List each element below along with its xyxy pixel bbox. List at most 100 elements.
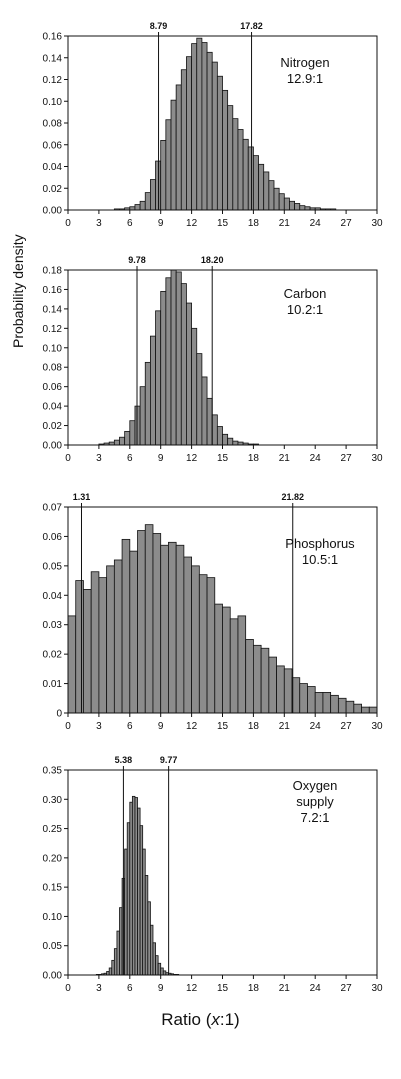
x-tick-label: 9 (158, 218, 164, 229)
x-tick-label: 15 (217, 983, 229, 994)
y-tick-label: 0.06 (43, 140, 63, 151)
interval-marker-label: 9.78 (128, 255, 146, 265)
x-tick-label: 12 (186, 453, 198, 464)
bar (121, 538, 131, 714)
bar (273, 187, 280, 211)
bar (160, 290, 167, 446)
y-tick-label: 0.35 (43, 766, 63, 777)
bar (245, 639, 254, 714)
bar (247, 146, 254, 211)
y-tick-label: 0.06 (43, 382, 63, 393)
x-tick-label: 0 (65, 983, 71, 994)
bar (175, 271, 182, 446)
bar (232, 118, 239, 211)
y-tick-label: 0.14 (43, 304, 63, 315)
y-tick-label: 0.04 (43, 591, 63, 602)
x-tick-label: 24 (310, 721, 322, 732)
bar (191, 565, 200, 714)
x-tick-label: 6 (127, 218, 133, 229)
y-tick-label: 0.12 (43, 75, 63, 86)
bar (119, 436, 126, 446)
bar (186, 302, 192, 446)
bar (214, 603, 223, 714)
x-tick-label: 24 (310, 453, 322, 464)
y-axis-label: Probability density (10, 234, 26, 348)
y-tick-label: 0.08 (43, 363, 63, 374)
panel-label: supply (296, 794, 334, 809)
bar (222, 433, 229, 446)
bar (129, 550, 138, 714)
bar (160, 139, 167, 211)
x-tick-label: 27 (341, 721, 353, 732)
bar (227, 105, 234, 211)
bar (299, 683, 308, 714)
bar (206, 397, 213, 446)
bar (252, 155, 259, 211)
bar (191, 43, 198, 211)
y-tick-label: 0.10 (43, 97, 63, 108)
bar (222, 606, 231, 714)
x-tick-label: 18 (248, 721, 260, 732)
bar (149, 335, 156, 446)
bar (229, 618, 239, 714)
bar (106, 565, 115, 714)
interval-marker-label: 1.31 (73, 492, 91, 502)
interval-marker-label: 18.20 (201, 255, 224, 265)
bar (165, 277, 172, 446)
bar (183, 556, 192, 714)
bar (170, 269, 177, 446)
x-tick-label: 15 (217, 453, 229, 464)
y-tick-label: 0.20 (43, 853, 63, 864)
bar (345, 700, 355, 714)
x-tick-label: 27 (341, 218, 353, 229)
panel-label: 10.5:1 (302, 552, 338, 567)
bar (67, 615, 77, 714)
x-tick-label: 6 (127, 983, 133, 994)
bar (168, 541, 177, 714)
x-tick-label: 6 (127, 453, 133, 464)
x-tick-label: 21 (279, 218, 291, 229)
y-tick-label: 0.02 (43, 421, 63, 432)
y-tick-label: 0.00 (43, 441, 63, 452)
bar (191, 327, 198, 446)
y-tick-label: 0.15 (43, 883, 63, 894)
y-tick-label: 0.10 (43, 343, 63, 354)
y-tick-label: 0.00 (43, 971, 63, 982)
x-tick-label: 12 (186, 218, 198, 229)
bar (211, 61, 218, 211)
bar (216, 75, 223, 211)
bar (283, 197, 290, 211)
bar (155, 310, 162, 446)
y-tick-label: 0.08 (43, 119, 63, 130)
bar (139, 386, 146, 446)
bar (124, 430, 131, 446)
bar (222, 89, 229, 211)
bar (268, 656, 277, 714)
bar (353, 703, 362, 714)
x-tick-label: 12 (186, 721, 198, 732)
y-tick-label: 0.05 (43, 561, 63, 572)
y-tick-label: 0.16 (43, 285, 63, 296)
y-tick-label: 0.10 (43, 912, 63, 923)
y-tick-label: 0.04 (43, 162, 63, 173)
y-tick-label: 0.02 (43, 650, 63, 661)
bar (307, 686, 316, 714)
bar (260, 647, 270, 714)
bar (144, 524, 154, 714)
bar (242, 138, 249, 211)
x-tick-label: 9 (158, 721, 164, 732)
bar (299, 205, 306, 211)
x-tick-label: 15 (217, 721, 229, 732)
interval-marker-label: 8.79 (150, 21, 168, 31)
y-tick-label: 0.02 (43, 184, 63, 195)
bar (196, 353, 203, 446)
panel-label: Oxygen (293, 778, 338, 793)
y-tick-label: 0.12 (43, 324, 63, 335)
bar (129, 420, 136, 446)
bar (237, 129, 244, 211)
x-tick-label: 3 (96, 218, 102, 229)
bar (139, 200, 146, 211)
x-tick-label: 9 (158, 983, 164, 994)
interval-marker-label: 21.82 (281, 492, 304, 502)
x-tick-label: 0 (65, 218, 71, 229)
